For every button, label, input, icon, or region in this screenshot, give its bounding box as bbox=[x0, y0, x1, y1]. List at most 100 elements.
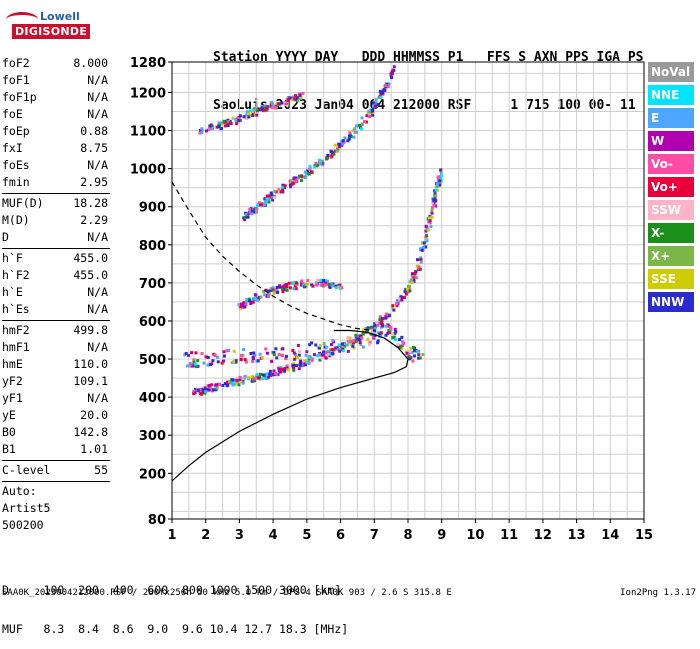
legend-item: SSE bbox=[648, 269, 694, 289]
echo-point bbox=[243, 375, 247, 379]
echo-point bbox=[392, 335, 396, 339]
param-row: yF1 N/A bbox=[2, 391, 110, 408]
echo-point bbox=[250, 379, 254, 383]
echo-point bbox=[427, 216, 431, 220]
echo-point bbox=[439, 174, 443, 178]
echo-point bbox=[439, 171, 443, 175]
echo-point bbox=[264, 347, 268, 351]
echo-point bbox=[299, 359, 303, 363]
echo-point bbox=[232, 349, 236, 353]
echo-point bbox=[326, 279, 330, 283]
echo-point bbox=[432, 199, 436, 203]
echo-point bbox=[395, 302, 399, 306]
echo-point bbox=[378, 315, 382, 319]
echo-point bbox=[430, 206, 434, 210]
echo-point bbox=[261, 204, 265, 208]
echo-point bbox=[350, 339, 354, 343]
echo-point bbox=[398, 345, 402, 349]
echo-point bbox=[337, 142, 341, 146]
echo-point bbox=[331, 340, 335, 344]
param-row: fxI 8.75 bbox=[2, 141, 110, 158]
echo-point bbox=[280, 347, 284, 351]
y-tick-label: 1100 bbox=[130, 125, 166, 140]
footer-info: SAA0K_2023004212000.RSF / 280fx256h 50 k… bbox=[2, 588, 452, 598]
profile-curves bbox=[171, 181, 409, 482]
echo-point bbox=[288, 183, 292, 187]
echo-point bbox=[304, 283, 308, 287]
echo-point bbox=[190, 351, 194, 355]
echo-point bbox=[404, 287, 408, 291]
echo-point bbox=[401, 340, 405, 344]
echo-point bbox=[415, 264, 419, 268]
echo-point bbox=[332, 152, 336, 156]
echo-point bbox=[296, 99, 300, 103]
echo-point bbox=[315, 283, 319, 287]
echo-point bbox=[271, 372, 275, 376]
param-value: N/A bbox=[87, 391, 108, 405]
echo-point bbox=[319, 161, 323, 165]
echo-point bbox=[250, 212, 254, 216]
echo-point bbox=[280, 101, 284, 105]
y-tick-label: 80 bbox=[148, 513, 166, 528]
echo-point bbox=[411, 345, 415, 349]
echo-point bbox=[435, 185, 439, 189]
echo-point bbox=[272, 196, 276, 200]
echo-point bbox=[208, 127, 212, 131]
echo-point bbox=[408, 289, 412, 293]
echo-point bbox=[209, 388, 213, 392]
echo-point bbox=[275, 356, 279, 360]
echo-point bbox=[364, 120, 368, 124]
echo-point bbox=[204, 355, 208, 359]
echo-point bbox=[199, 392, 203, 396]
chart-grid bbox=[171, 62, 645, 519]
param-value: 8.000 bbox=[73, 56, 108, 70]
legend-item: NoVal bbox=[648, 62, 694, 82]
polarization-legend: NoVal NNE E W Vo- Vo+ SSW X- X+ SSE NNW bbox=[648, 62, 694, 315]
echo-point bbox=[263, 293, 267, 297]
echo-point bbox=[371, 333, 375, 337]
echo-point bbox=[215, 125, 219, 129]
echo-point bbox=[210, 124, 214, 128]
echo-point bbox=[288, 286, 292, 290]
echo-point bbox=[250, 110, 254, 114]
echo-point bbox=[294, 180, 298, 184]
echo-point bbox=[384, 316, 388, 320]
echo-point bbox=[237, 118, 241, 122]
echo-point bbox=[243, 218, 247, 222]
echo-point bbox=[323, 283, 327, 287]
echo-point bbox=[320, 159, 324, 163]
echo-point bbox=[241, 304, 245, 308]
x-tick-label: 8 bbox=[403, 528, 412, 543]
echo-point bbox=[234, 117, 238, 121]
echo-point bbox=[244, 303, 248, 307]
param-label: B1 bbox=[2, 442, 16, 456]
echo-point bbox=[355, 339, 359, 343]
param-row: B1 1.01 bbox=[2, 442, 110, 459]
echo-point bbox=[281, 183, 285, 187]
echo-point bbox=[427, 228, 431, 232]
echo-point bbox=[274, 288, 278, 292]
echo-point bbox=[198, 131, 202, 135]
echo-point bbox=[194, 351, 198, 355]
echo-point bbox=[360, 116, 364, 120]
param-row: yE 20.0 bbox=[2, 408, 110, 425]
echo-point bbox=[298, 174, 302, 178]
echo-point bbox=[338, 349, 342, 353]
echo-point bbox=[272, 351, 276, 355]
x-tick-label: 2 bbox=[201, 528, 210, 543]
echo-point bbox=[345, 343, 349, 347]
echo-point bbox=[382, 89, 386, 93]
echo-point bbox=[201, 388, 205, 392]
echo-point bbox=[215, 355, 219, 359]
echo-point bbox=[189, 363, 193, 367]
echo-point bbox=[378, 321, 382, 325]
echo-point bbox=[270, 193, 274, 197]
echo-point bbox=[252, 351, 256, 355]
echo-point bbox=[242, 216, 246, 220]
echo-point bbox=[241, 353, 245, 357]
param-value: 0.88 bbox=[80, 124, 108, 138]
echo-point bbox=[305, 169, 309, 173]
echo-point bbox=[258, 372, 262, 376]
param-separator bbox=[2, 193, 110, 194]
echo-point bbox=[302, 285, 306, 289]
